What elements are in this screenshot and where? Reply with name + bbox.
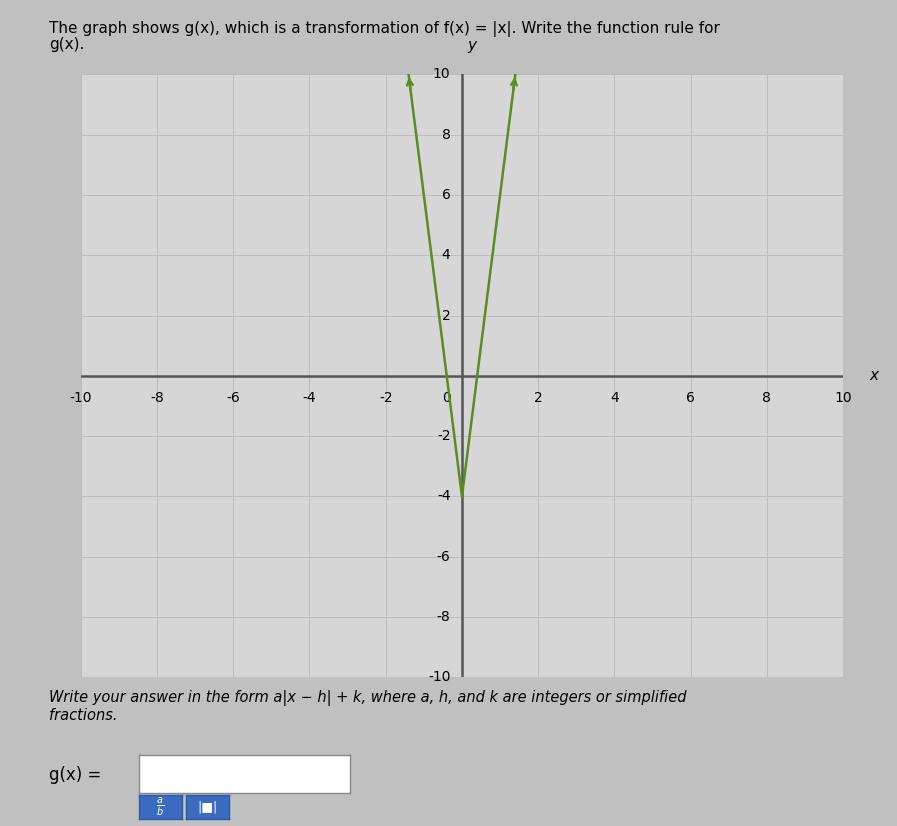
Text: 4: 4 [610,391,619,405]
Text: 6: 6 [441,188,450,202]
Text: 10: 10 [834,391,852,405]
Text: 8: 8 [441,128,450,141]
Text: 2: 2 [534,391,543,405]
Text: y: y [467,38,476,53]
Text: -6: -6 [226,391,240,405]
Text: |■|: |■| [197,800,217,814]
Text: 10: 10 [433,68,450,81]
Text: 2: 2 [441,309,450,322]
Text: 4: 4 [441,249,450,262]
Text: x: x [870,368,879,383]
Text: -10: -10 [69,391,92,405]
Text: 8: 8 [762,391,771,405]
Text: -8: -8 [150,391,164,405]
Text: $\frac{a}{b}$: $\frac{a}{b}$ [156,795,165,819]
Text: 0: 0 [441,391,450,405]
Text: g(x) =: g(x) = [49,766,101,784]
Text: g(x).: g(x). [49,37,84,52]
Text: -6: -6 [437,550,450,563]
Text: 6: 6 [686,391,695,405]
Text: -4: -4 [437,490,450,503]
Text: Write your answer in the form a|x − h| + k, where a, h, and k are integers or si: Write your answer in the form a|x − h| +… [49,690,687,723]
Text: The graph shows g(x), which is a transformation of f(x) = |x|. Write the functio: The graph shows g(x), which is a transfo… [49,21,720,36]
Text: -4: -4 [302,391,317,405]
Text: -8: -8 [437,610,450,624]
Text: -10: -10 [428,671,450,684]
Text: -2: -2 [379,391,393,405]
Text: -2: -2 [437,430,450,443]
